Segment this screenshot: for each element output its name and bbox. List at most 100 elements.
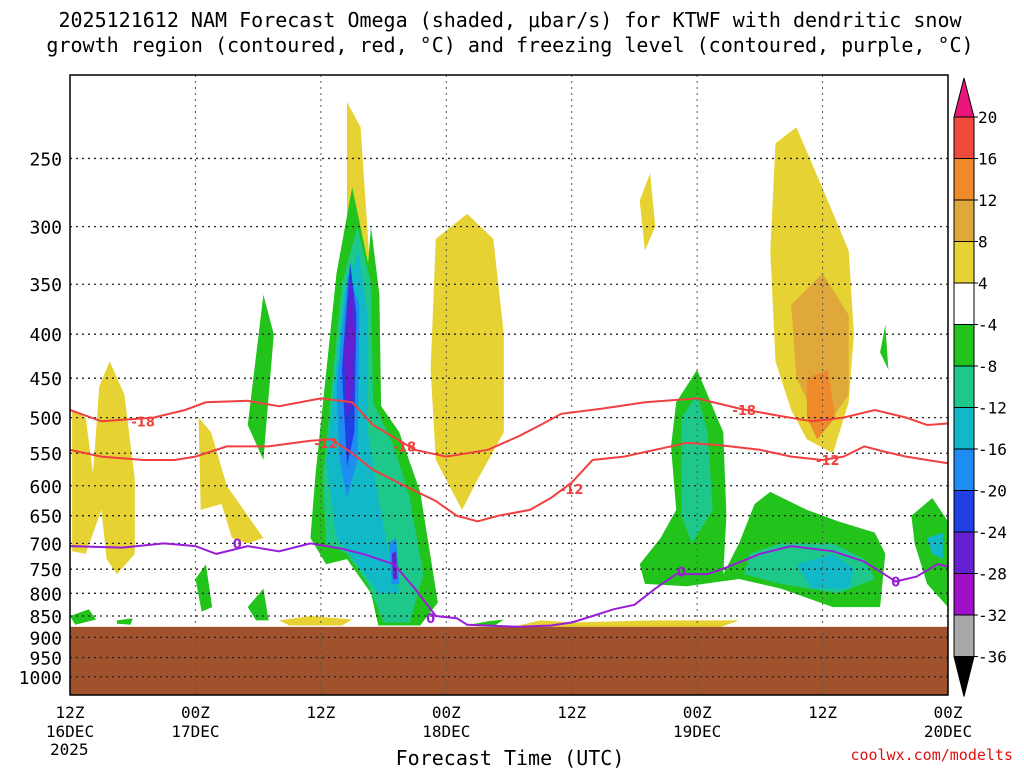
contour-label-0: 0 [233, 537, 242, 552]
colorbar-label: -12 [978, 399, 1007, 418]
y-tick-label: 650 [29, 507, 62, 528]
colorbar-label: 4 [978, 274, 988, 293]
x-tick-label: 12Z [306, 703, 335, 722]
grid-lines [70, 75, 948, 695]
colorbar-label: -24 [978, 523, 1007, 542]
omega-region-21 [880, 324, 889, 370]
x-tick-year-label: 2025 [50, 740, 89, 759]
colorbar-label: -20 [978, 482, 1007, 501]
y-tick-label: 700 [29, 534, 62, 555]
contour-line-0 [70, 542, 948, 628]
colorbar-bin [953, 116, 975, 159]
contour-label-minus12: -12 [816, 454, 840, 469]
omega-region-20 [911, 498, 948, 608]
colorbar-bottom-arrow [953, 656, 975, 697]
x-tick-label: 12Z [557, 703, 586, 722]
x-tick-label: 12Z [808, 703, 837, 722]
omega-region-14 [195, 564, 213, 612]
omega-colorbar: 20 16 12 8 4 -4 -8 -12 -16 -20 -24 -28 -32 -36 [953, 77, 1007, 697]
y-tick-label: 750 [29, 560, 62, 581]
chart-title-line-2: growth region (contoured, red, °C) and f… [46, 33, 973, 57]
x-tick-date-label: 20DEC [924, 722, 972, 741]
x-tick-label: 12Z [56, 703, 85, 722]
contour-line-minus12 [70, 438, 948, 523]
omega-region-5 [639, 173, 656, 251]
omega-region-16 [70, 609, 97, 625]
omega-region-13 [247, 294, 274, 460]
colorbar-label: -36 [978, 648, 1007, 667]
y-tick-label: 400 [29, 325, 62, 346]
contour-label-minus18: -18 [131, 415, 155, 430]
colorbar-bin [953, 241, 975, 284]
colorbar-bin [953, 365, 975, 408]
omega-region-9 [791, 273, 849, 433]
y-tick-label: 450 [29, 369, 62, 390]
omega-region-27 [927, 532, 943, 560]
x-tick-label: 00Z [934, 703, 963, 722]
omega-region-15 [247, 588, 269, 621]
omega-region-8 [279, 616, 353, 626]
x-tick-date-label: 19DEC [673, 722, 721, 741]
omega-region-23 [681, 394, 713, 544]
y-tick-label: 300 [29, 218, 62, 239]
colorbar-bin [953, 324, 975, 367]
colorbar-bin [953, 282, 975, 325]
x-tick-label: 00Z [181, 703, 210, 722]
colorbar-label: -4 [978, 316, 997, 335]
colorbar-label: -28 [978, 565, 1007, 584]
y-tick-label: 550 [29, 444, 62, 465]
y-tick-label: 800 [29, 584, 62, 605]
colorbar-label: 12 [978, 191, 997, 210]
y-tick-label: 850 [29, 607, 62, 628]
contour-label-minus18: -18 [732, 404, 756, 419]
colorbar-bin [953, 531, 975, 574]
x-tick-date-label: 17DEC [171, 722, 219, 741]
omega-region-0 [72, 361, 135, 575]
contour-label-minus12: -12 [560, 483, 584, 498]
y-tick-label: 950 [29, 649, 62, 670]
y-axis-pressure-labels: 2503003504004505005506006507007508008509… [19, 149, 62, 688]
colorbar-bin [953, 448, 975, 491]
colorbar-label: -16 [978, 440, 1007, 459]
omega-region-1 [198, 417, 264, 544]
y-tick-label: 1000 [19, 668, 62, 689]
omega-region-26 [796, 553, 854, 589]
contour-label-0: 0 [677, 566, 686, 581]
y-tick-label: 600 [29, 477, 62, 498]
colorbar-bin [953, 490, 975, 533]
x-axis-title: Forecast Time (UTC) [396, 746, 625, 768]
x-tick-label: 00Z [683, 703, 712, 722]
y-tick-label: 500 [29, 409, 62, 430]
colorbar-top-arrow [953, 77, 975, 118]
omega-region-31 [343, 273, 356, 418]
colorbar-label: 16 [978, 150, 997, 169]
colorbar-label: 8 [978, 233, 988, 252]
colorbar-bin [953, 614, 975, 657]
ground-below-surface [70, 626, 948, 695]
contour-label-minus12: -12 [314, 437, 338, 452]
omega-region-3 [430, 213, 504, 510]
y-tick-label: 350 [29, 275, 62, 296]
colorbar-label: -8 [978, 357, 997, 376]
colorbar-bin [953, 407, 975, 450]
credit-link[interactable]: coolwx.com/modelts [850, 746, 1013, 764]
colorbar-bin [953, 158, 975, 201]
contour-label-0: 0 [426, 612, 435, 627]
x-tick-label: 00Z [432, 703, 461, 722]
contour-line-minus18 [70, 397, 948, 458]
contour-label-0: 0 [891, 575, 900, 590]
plot-frame [69, 74, 949, 696]
x-tick-date-label: 16DEC [46, 722, 94, 741]
colorbar-bin [953, 199, 975, 242]
contour-label-minus18: -18 [393, 440, 417, 455]
contour-layer: -18 -18 -18 -12 -12 -12 0 0 0 0 [70, 397, 948, 628]
x-tick-date-label: 18DEC [422, 722, 470, 741]
y-tick-label: 900 [29, 628, 62, 649]
colorbar-label: 20 [978, 108, 997, 127]
y-tick-label: 250 [29, 149, 62, 170]
colorbar-label: -32 [978, 606, 1007, 625]
colorbar-bin [953, 573, 975, 616]
omega-shading-layer [70, 102, 948, 629]
